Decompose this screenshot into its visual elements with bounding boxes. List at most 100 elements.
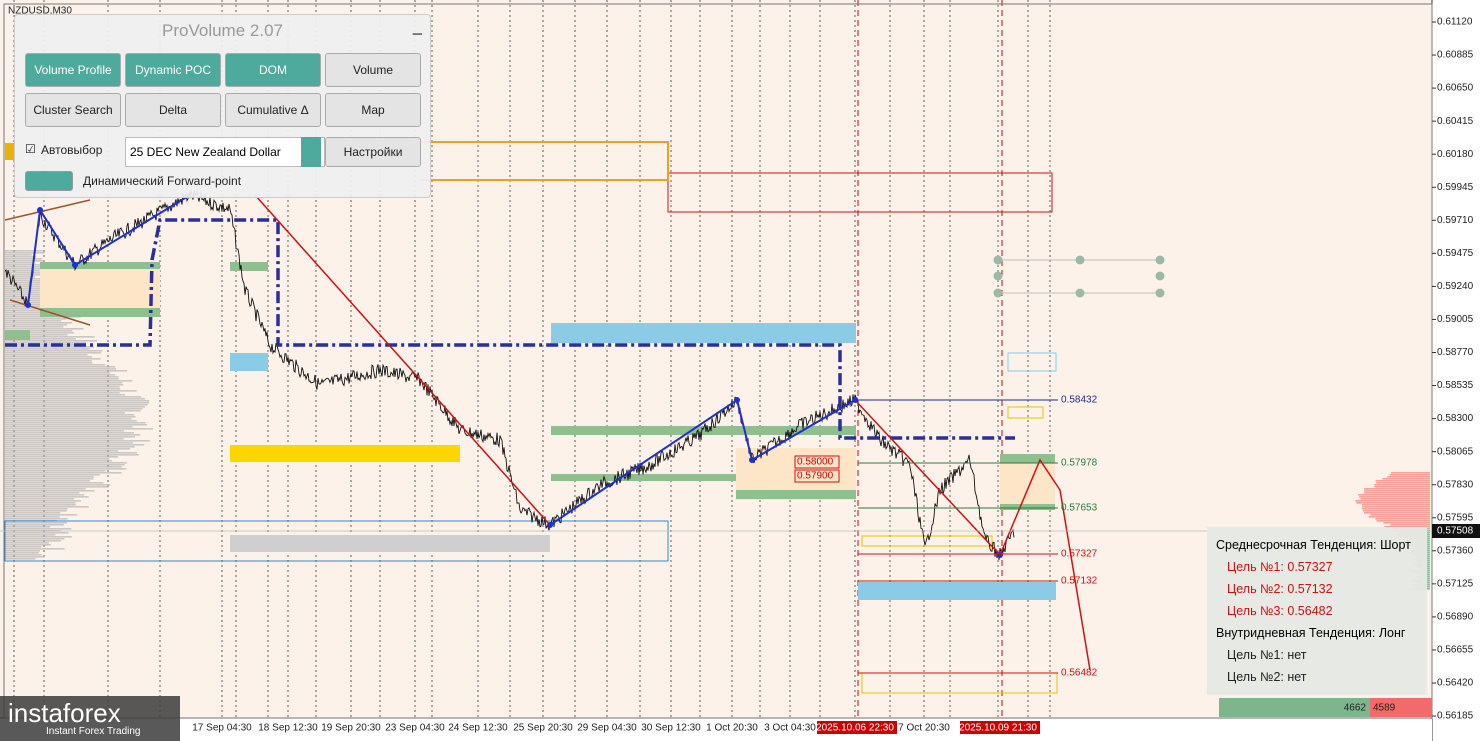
time-label: 24 Sep 12:30 — [448, 723, 508, 734]
volume-count: 4662 — [1344, 703, 1367, 714]
volume-profile — [5, 388, 121, 390]
price-label: 0.60415 — [1437, 116, 1474, 127]
price-label: 0.56420 — [1437, 678, 1474, 689]
level-label: 0.57653 — [1061, 503, 1098, 514]
zone-label: 0.57900 — [797, 471, 834, 482]
volume-profile — [5, 336, 95, 338]
volume-profile — [5, 494, 85, 496]
zone — [5, 143, 15, 160]
handle — [1075, 255, 1085, 265]
volume-profile — [5, 504, 76, 506]
button[interactable]: Cumulative Δ — [225, 93, 321, 127]
volume-profile — [5, 484, 111, 486]
volume-profile — [1360, 498, 1430, 500]
button[interactable]: Delta — [125, 93, 221, 127]
volume-profile — [5, 536, 72, 538]
time-label: 23 Sep 04:30 — [385, 723, 445, 734]
drawing — [254, 194, 551, 526]
price-label: 0.57125 — [1437, 578, 1474, 589]
zone — [551, 426, 856, 435]
button[interactable]: Cluster Search — [25, 93, 121, 127]
volume-profile — [5, 470, 106, 472]
trend-line: Цель №2: 0.57132 — [1227, 582, 1333, 596]
drawing — [9, 299, 91, 326]
volume-profile — [5, 294, 68, 296]
volume-profile — [5, 496, 89, 498]
volume-profile — [5, 426, 133, 428]
pivot — [749, 457, 755, 463]
volume-profile — [1375, 518, 1430, 520]
volume-profile — [5, 512, 61, 514]
sell-volume — [1370, 698, 1432, 717]
volume-profile — [5, 276, 36, 278]
volume-profile — [5, 532, 69, 534]
volume-profile — [5, 274, 52, 276]
volume-profile — [5, 406, 146, 408]
zone — [230, 535, 550, 552]
volume-profile — [5, 400, 150, 402]
pivot — [72, 262, 78, 268]
level-label: 0.57327 — [1061, 549, 1098, 560]
zone — [667, 172, 1053, 213]
handle — [993, 255, 1003, 265]
volume-profile — [5, 368, 117, 370]
volume-profile — [5, 376, 119, 378]
volume-profile — [5, 360, 92, 362]
zone — [551, 474, 736, 481]
price-label: 0.58535 — [1437, 380, 1474, 391]
volume-profile — [5, 384, 124, 386]
button[interactable]: Volume — [325, 53, 421, 87]
volume-profile — [1361, 504, 1430, 506]
volume-profile — [5, 366, 116, 368]
price-label: 0.56655 — [1437, 645, 1474, 656]
button[interactable]: Volume Profile — [25, 53, 121, 87]
button[interactable]: Map — [325, 93, 421, 127]
pivot — [734, 397, 740, 403]
volume-profile — [5, 280, 41, 282]
handle — [993, 271, 1003, 281]
volume-profile — [5, 352, 102, 354]
volume-profile — [1370, 514, 1430, 516]
auto-label: Автовыбор — [41, 143, 103, 157]
trend-line: Цель №3: 0.56482 — [1227, 604, 1333, 618]
time-label: 19 Sep 20:30 — [321, 723, 381, 734]
volume-profile — [1368, 516, 1430, 518]
volume-profile — [5, 508, 68, 510]
volume-profile — [5, 472, 122, 474]
volume-profile — [1363, 512, 1430, 514]
level-label: 0.58432 — [1061, 395, 1098, 406]
volume-profile — [5, 478, 94, 480]
minimize[interactable]: ▁ — [412, 21, 422, 35]
volume-profile — [1387, 476, 1430, 478]
button[interactable]: DOM — [225, 53, 321, 87]
time-label: 1 Oct 20:30 — [706, 723, 758, 734]
volume-profile — [5, 398, 145, 400]
volume-profile — [5, 344, 82, 346]
zone — [1000, 454, 1055, 463]
toggle[interactable] — [25, 171, 73, 191]
trend-line: Среднесрочная Тенденция: Шорт — [1216, 538, 1411, 552]
button[interactable]: Dynamic POC — [125, 53, 221, 87]
zone-tag — [794, 455, 840, 469]
volume-profile — [5, 458, 110, 460]
volume-profile — [5, 394, 126, 396]
volume-profile — [1361, 508, 1430, 510]
volume-profile — [5, 452, 137, 454]
spinner[interactable] — [301, 137, 321, 167]
time-label: 2025.10.09 21:30 — [959, 723, 1037, 734]
volume-profile — [5, 290, 43, 292]
volume-profile — [5, 492, 80, 494]
volume-profile — [5, 548, 65, 550]
trend-line: Внутридневная Тенденция: Лонг — [1216, 626, 1406, 640]
settings-button[interactable]: Настройки — [325, 137, 421, 167]
volume-profile — [5, 428, 153, 430]
volume-profile — [5, 320, 62, 322]
volume-profile — [5, 262, 32, 264]
instrument-select[interactable]: 25 DEC New Zealand Dollar — [125, 137, 325, 167]
price-label: 0.59710 — [1437, 215, 1474, 226]
zone — [40, 262, 160, 269]
price-label: 0.58770 — [1437, 347, 1474, 358]
volume-profile — [1382, 478, 1430, 480]
checkbox[interactable]: ☑ — [25, 142, 36, 156]
volume-profile — [5, 502, 76, 504]
